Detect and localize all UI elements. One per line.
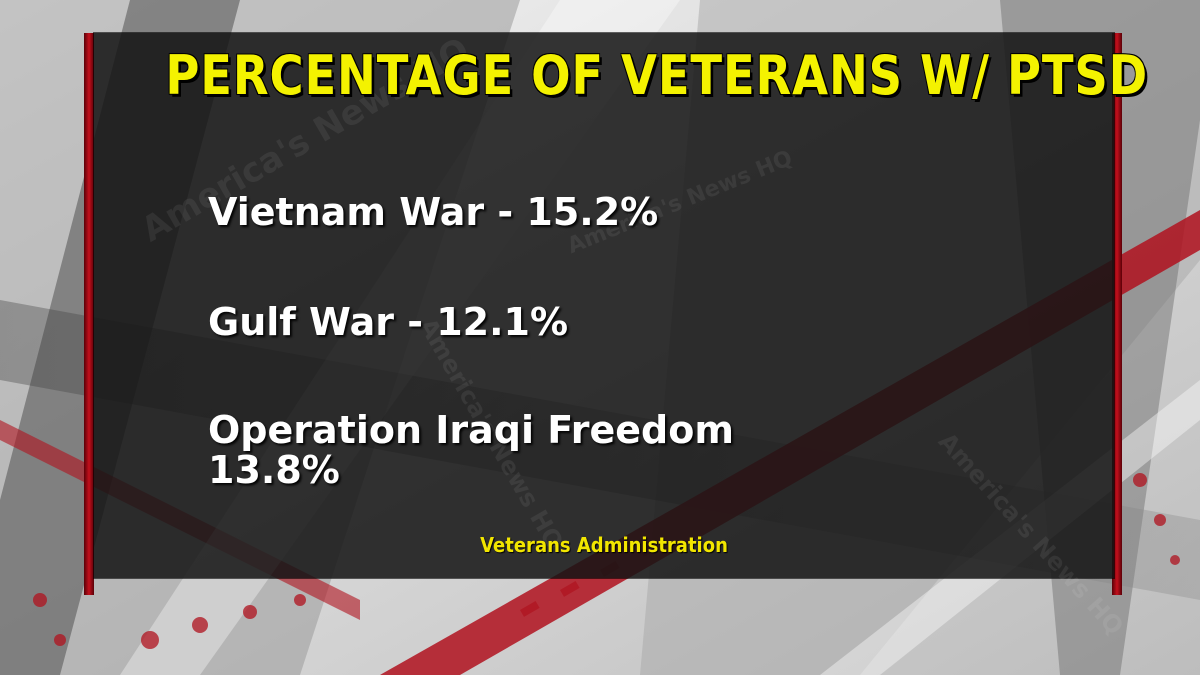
- stat-operation-iraqi-freedom: Operation Iraqi Freedom 13.8%: [208, 410, 734, 490]
- stat-vietnam-war: Vietnam War - 15.2%: [208, 190, 659, 234]
- panel-left-border: [84, 33, 94, 595]
- stat-label: Operation Iraqi Freedom: [208, 408, 734, 452]
- stat-gulf-war: Gulf War - 12.1%: [208, 300, 569, 344]
- page-title: PERCENTAGE OF VETERANS W/ PTSD: [165, 44, 1149, 107]
- panel-right-border: [1112, 33, 1122, 595]
- source-credit: Veterans Administration: [480, 533, 728, 557]
- stat-value: 13.8%: [208, 448, 340, 492]
- content-panel: [94, 33, 1114, 578]
